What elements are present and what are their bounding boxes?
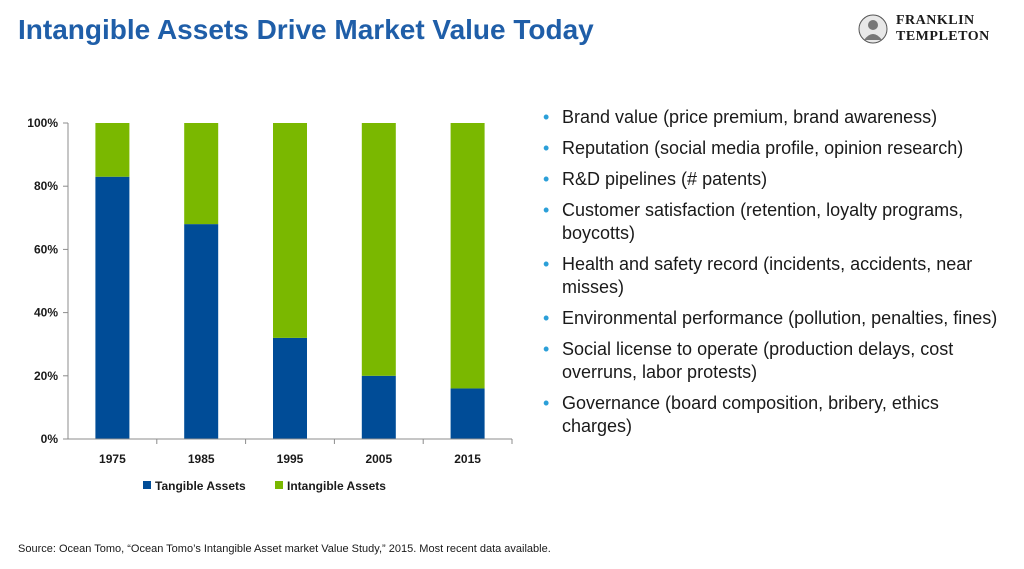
bullet-dot-icon: • [543, 308, 550, 328]
y-axis: 0% 20% 40% 60% 80% 100% [27, 116, 69, 446]
x-tick-label: 1985 [188, 452, 215, 466]
bar-intangible-1995 [273, 123, 307, 338]
bar-tangible-1975 [95, 176, 130, 439]
bullet-text: Brand value (price premium, brand awaren… [562, 107, 938, 127]
bar-tangible-2015 [450, 388, 485, 439]
bullet-text: Environmental performance (pollution, pe… [562, 308, 998, 328]
bullet-text: Health and safety record (incidents, acc… [562, 254, 973, 297]
y-tick-label: 20% [34, 369, 58, 383]
bullet-item: • R&D pipelines (# patents) [542, 168, 1012, 191]
chart-legend: Tangible Assets Intangible Assets [143, 479, 386, 493]
bar-intangible-2005 [361, 123, 396, 376]
logo-wordmark: FRANKLIN TEMPLETON [896, 13, 990, 45]
bullet-item: • Governance (board composition, bribery,… [542, 392, 1012, 438]
bar-tangible-2005 [361, 375, 396, 439]
legend-swatch [143, 481, 151, 489]
bullet-dot-icon: • [543, 107, 550, 127]
bar-intangible-1975 [95, 123, 130, 177]
y-tick-label: 60% [34, 242, 58, 256]
y-tick-label: 80% [34, 179, 58, 193]
x-axis: 1975 1985 1995 2005 2015 [68, 438, 513, 466]
bullet-item: • Customer satisfaction (retention, loyal… [542, 199, 1012, 245]
x-tick-label: 1975 [99, 452, 126, 466]
y-tick-label: 100% [27, 116, 58, 130]
bullet-dot-icon: • [543, 138, 550, 158]
source-note: Source: Ocean Tomo, “Ocean Tomo’s Intang… [18, 543, 551, 555]
y-tick-label: 40% [34, 306, 58, 320]
y-tick-label: 0% [41, 432, 59, 446]
bullet-item: • Reputation (social media profile, opini… [542, 137, 1012, 160]
portrait-seal-icon [858, 14, 888, 44]
stacked-bar-chart: 0%20%40%60%80%100% 1975 1985 1995 2005 2015 … [27, 116, 513, 493]
logo-line1: FRANKLIN [896, 13, 975, 28]
bullet-dot-icon: • [543, 393, 550, 413]
bullet-text: Governance (board composition, bribery, … [562, 393, 939, 436]
bullet-dot-icon: • [543, 339, 550, 359]
intangible-drivers-list: • Brand value (price premium, brand aware… [542, 106, 1012, 446]
bullet-dot-icon: • [543, 169, 550, 189]
x-tick-label: 2005 [365, 452, 392, 466]
bullet-dot-icon: • [543, 200, 550, 220]
bullet-item: • Social license to operate (production d… [542, 338, 1012, 384]
bullet-text: Reputation (social media profile, opinio… [562, 138, 964, 158]
franklin-templeton-logo: FRANKLIN TEMPLETON [858, 12, 1008, 48]
bar-tangible-1995 [273, 337, 307, 439]
x-tick-label: 1995 [277, 452, 304, 466]
bullet-text: Customer satisfaction (retention, loyalt… [562, 200, 964, 243]
bullet-dot-icon: • [543, 254, 550, 274]
bar-tangible-1985 [184, 224, 219, 439]
bars [95, 123, 485, 439]
bullet-text: Social license to operate (production de… [562, 339, 954, 382]
page-title: Intangible Assets Drive Market Value Tod… [18, 14, 594, 45]
bar-intangible-1985 [184, 123, 219, 225]
legend-label: Intangible Assets [287, 479, 386, 493]
bullet-text: R&D pipelines (# patents) [562, 169, 768, 189]
bar-intangible-2015 [450, 123, 485, 389]
x-tick-label: 2015 [454, 452, 481, 466]
legend-swatch [275, 481, 283, 489]
bullet-item: • Brand value (price premium, brand aware… [542, 106, 1012, 129]
bullet-item: • Health and safety record (incidents, ac… [542, 253, 1012, 299]
logo-line2: TEMPLETON [896, 29, 990, 44]
legend-label: Tangible Assets [155, 479, 246, 493]
bullet-item: • Environmental performance (pollution, p… [542, 307, 1012, 330]
